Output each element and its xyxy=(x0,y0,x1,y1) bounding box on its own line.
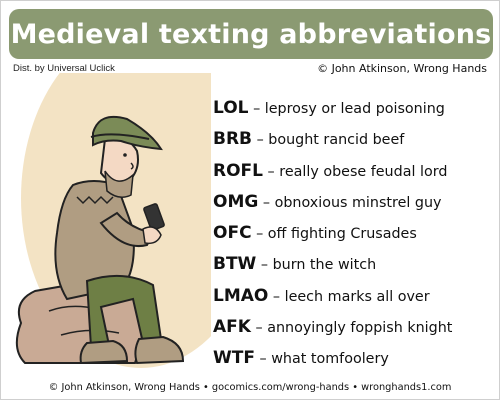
separator-dash: – xyxy=(260,257,269,274)
abbreviation-code: BTW xyxy=(213,254,257,275)
abbreviation-code: OMG xyxy=(213,191,259,212)
separator-dash: – xyxy=(255,320,263,337)
abbreviation-meaning: really obese feudal lord xyxy=(279,163,448,180)
separator-dash: – xyxy=(256,132,264,149)
abbreviation-meaning: bought rancid beef xyxy=(268,132,405,149)
abbreviation-meaning: off fighting Crusades xyxy=(267,226,417,243)
copyright-credit: © John Atkinson, Wrong Hands xyxy=(317,62,487,75)
abbreviation-item: LOL – leprosy or lead poisoning xyxy=(213,93,495,124)
right-boot xyxy=(134,335,185,365)
separator-dash: – xyxy=(272,288,281,305)
left-boot xyxy=(79,339,129,365)
abbreviation-code: BRB xyxy=(213,129,253,150)
separator-dash: – xyxy=(259,351,267,368)
medieval-peasant-texting-illustration xyxy=(15,73,211,368)
abbreviation-meaning: leech marks all over xyxy=(284,288,430,305)
separator-dash: – xyxy=(256,226,264,243)
hand xyxy=(142,226,162,245)
abbreviation-code: ROFL xyxy=(213,160,263,181)
distribution-credit: Dist. by Universal Uclick xyxy=(13,63,115,74)
abbreviation-meaning: leprosy or lead poisoning xyxy=(264,101,445,117)
title-banner: Medieval texting abbreviations xyxy=(9,9,493,59)
abbreviation-code: AFK xyxy=(213,317,251,338)
abbreviation-code: LOL xyxy=(213,98,249,118)
hat xyxy=(92,115,163,151)
abbreviation-code: OFC xyxy=(213,223,252,244)
phone xyxy=(143,203,165,231)
abbreviation-item: OFC – off fighting Crusades xyxy=(213,218,495,249)
abbreviation-meaning: burn the witch xyxy=(272,257,377,274)
separator-dash: – xyxy=(267,163,275,180)
abbreviation-list: LOL – leprosy or lead poisoning BRB – bo… xyxy=(213,93,495,375)
comic-title: Medieval texting abbreviations xyxy=(10,18,492,50)
legs xyxy=(85,274,163,349)
abbreviation-item: ROFL – really obese feudal lord xyxy=(213,156,495,187)
abbreviation-meaning: obnoxious minstrel guy xyxy=(274,194,442,211)
abbreviation-item: WTF – what tomfoolery xyxy=(213,343,495,374)
abbreviation-code: LMAO xyxy=(213,285,269,306)
abbreviation-item: AFK – annoyingly foppish knight xyxy=(213,312,495,343)
abbreviation-meaning: annoyingly foppish knight xyxy=(267,320,453,337)
abbreviation-meaning: what tomfoolery xyxy=(271,351,389,368)
separator-dash: – xyxy=(262,194,271,211)
beard xyxy=(104,170,134,198)
abbreviation-item: BRB – bought rancid beef xyxy=(213,124,495,155)
separator-dash: – xyxy=(253,101,261,117)
abbreviation-item: OMG – obnoxious minstrel guy xyxy=(213,187,495,218)
footer-credits: © John Atkinson, Wrong Hands • gocomics.… xyxy=(48,382,452,393)
abbreviation-code: WTF xyxy=(213,348,255,369)
abbreviation-item: BTW – burn the witch xyxy=(213,249,495,280)
abbreviation-item: LMAO – leech marks all over xyxy=(213,281,495,312)
